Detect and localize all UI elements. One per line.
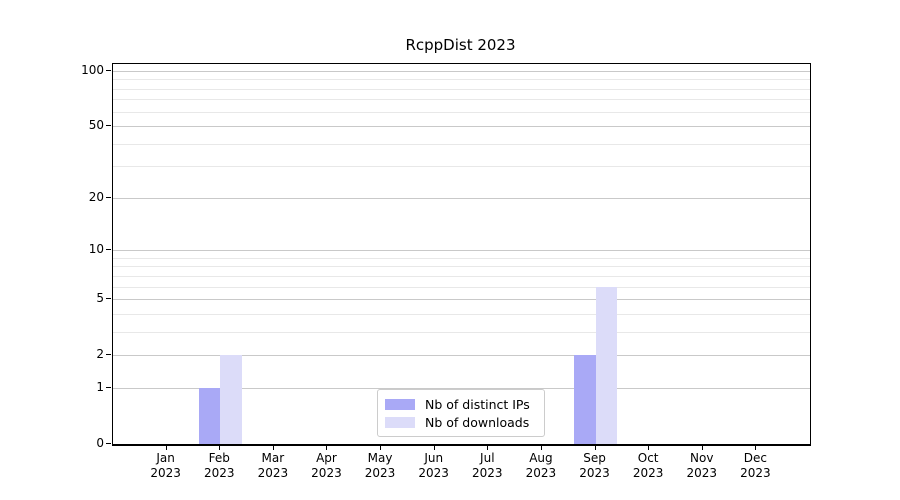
x-axis-tick-label: May 2023: [364, 451, 396, 480]
gridline-minor: [113, 266, 810, 268]
y-axis-tick-label: 50: [88, 118, 104, 133]
y-axis-tick-label: 5: [96, 291, 104, 306]
legend-row-downloads: Nb of downloads: [378, 415, 544, 430]
gridline-minor: [113, 313, 810, 315]
legend-label-downloads: Nb of downloads: [425, 414, 530, 430]
gridline-minor: [113, 166, 810, 168]
gridline-major: [113, 355, 810, 357]
legend-swatch-downloads: [385, 416, 415, 428]
y-axis-tick-label: 2: [96, 347, 104, 362]
x-axis-tick: [433, 445, 435, 450]
legend-row-distinct-ips: Nb of distinct IPs: [378, 397, 544, 412]
gridline-major: [113, 126, 810, 128]
gridline-minor: [113, 99, 810, 101]
x-axis-tick: [755, 445, 757, 450]
bar-nb-of-downloads: [220, 355, 242, 444]
y-axis-tick: [106, 196, 111, 198]
x-axis-tick-label: Mar 2023: [257, 451, 289, 480]
x-axis-tick: [594, 445, 596, 450]
y-axis-tick: [106, 298, 111, 300]
gridline-minor: [113, 257, 810, 259]
x-axis-tick: [380, 445, 382, 450]
y-axis-tick: [106, 443, 111, 444]
x-axis-tick-label: Nov 2023: [686, 451, 718, 480]
x-axis-tick: [648, 445, 650, 450]
gridline-minor: [113, 331, 810, 333]
y-axis-tick-label: 20: [88, 189, 104, 204]
x-axis-tick: [165, 445, 167, 450]
bar-nb-of-downloads: [595, 286, 617, 444]
gridline-minor: [113, 111, 810, 113]
x-axis-tick-label: Jan 2023: [150, 451, 181, 480]
x-axis-tick-label: Oct 2023: [632, 451, 664, 480]
x-axis-tick-label: Dec 2023: [740, 451, 771, 480]
y-axis-tick-label: 0: [96, 436, 104, 450]
gridline-major: [113, 250, 810, 252]
gridline-minor: [113, 286, 810, 288]
x-axis-tick-label: Jun 2023: [418, 451, 449, 480]
y-axis-tick-label: 1: [96, 379, 104, 394]
gridline-major: [113, 197, 810, 199]
x-axis-tick-label: Feb 2023: [203, 451, 235, 480]
x-axis-tick: [219, 445, 221, 450]
y-axis-tick-label: 100: [81, 63, 104, 77]
chart-title: RcppDist 2023: [405, 36, 516, 54]
plot-area: [112, 63, 811, 446]
y-axis-tick: [106, 354, 111, 356]
x-axis-tick-label: Jul 2023: [472, 451, 503, 480]
gridline-minor: [113, 88, 810, 90]
gridline-minor: [113, 275, 810, 277]
bar-nb-of-distinct-ips: [198, 387, 221, 444]
x-axis-tick: [326, 445, 328, 450]
x-axis-tick: [487, 445, 489, 450]
bar-nb-of-distinct-ips: [574, 355, 596, 444]
legend-swatch-distinct-ips: [385, 398, 415, 410]
x-axis-tick-label: Sep 2023: [579, 451, 610, 480]
x-axis-tick: [540, 445, 542, 450]
x-axis-tick: [272, 445, 274, 450]
gridline-minor: [113, 79, 810, 81]
x-axis-tick: [701, 445, 703, 450]
y-axis-tick: [106, 386, 111, 388]
gridline-major: [113, 299, 810, 301]
y-axis-tick: [106, 125, 111, 127]
x-axis-tick-label: Apr 2023: [311, 451, 342, 480]
legend: Nb of distinct IPs Nb of downloads: [377, 389, 545, 437]
gridline-major: [113, 71, 810, 72]
y-axis-tick: [106, 70, 111, 71]
y-axis-tick: [106, 249, 111, 251]
y-axis-tick-label: 10: [88, 242, 104, 257]
gridline-minor: [113, 143, 810, 145]
gridline-major: [113, 387, 810, 389]
x-axis-tick-label: Aug 2023: [525, 451, 557, 480]
legend-label-distinct-ips: Nb of distinct IPs: [425, 396, 530, 412]
